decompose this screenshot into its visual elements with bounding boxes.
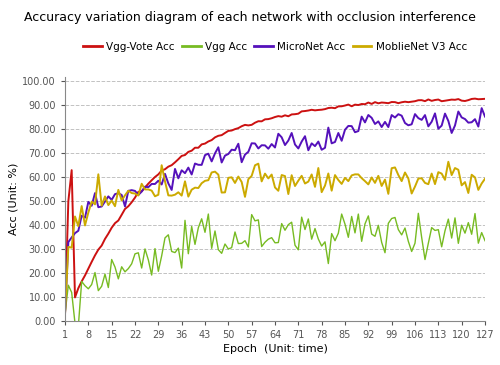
Legend: Vgg-Vote Acc, Vgg Acc, MicroNet Acc, MoblieNet V3 Acc: Vgg-Vote Acc, Vgg Acc, MicroNet Acc, Mob… [83, 42, 467, 52]
Vgg-Vote Acc [312, 108, 318, 112]
Vgg-Vote Acc [472, 96, 478, 101]
MicroNet Acc [62, 312, 68, 316]
Vgg-Vote Acc [452, 97, 458, 102]
MicroNet Acc [482, 114, 488, 119]
Vgg-Vote Acc [416, 98, 422, 103]
Vgg Acc [62, 312, 68, 316]
Vgg Acc [458, 223, 464, 227]
Line: Vgg Acc: Vgg Acc [65, 213, 485, 326]
MicroNet Acc [416, 116, 422, 120]
MicroNet Acc [452, 123, 458, 128]
Vgg-Vote Acc [482, 97, 488, 101]
MoblieNet V3 Acc [456, 168, 462, 172]
MicroNet Acc [478, 106, 484, 110]
MoblieNet V3 Acc [306, 180, 312, 184]
MicroNet Acc [328, 141, 334, 146]
MoblieNet V3 Acc [446, 160, 452, 164]
Vgg Acc [482, 238, 488, 243]
Vgg-Vote Acc [328, 105, 334, 110]
MoblieNet V3 Acc [82, 223, 88, 228]
Vgg Acc [76, 324, 82, 328]
MicroNet Acc [306, 148, 312, 153]
Vgg-Vote Acc [62, 312, 68, 316]
Vgg Acc [422, 257, 428, 262]
MicroNet Acc [312, 144, 318, 148]
MicroNet Acc [82, 216, 88, 220]
Text: Accuracy variation diagram of each network with occlusion interference: Accuracy variation diagram of each netwo… [24, 11, 476, 24]
Vgg Acc [308, 237, 314, 241]
Line: MoblieNet V3 Acc: MoblieNet V3 Acc [65, 162, 485, 314]
Vgg Acc [332, 238, 338, 243]
Vgg Acc [316, 237, 322, 241]
MoblieNet V3 Acc [62, 312, 68, 316]
Vgg Acc [416, 211, 422, 215]
Vgg-Vote Acc [306, 108, 312, 113]
Line: Vgg-Vote Acc: Vgg-Vote Acc [65, 99, 485, 314]
X-axis label: Epoch  (Unit: time): Epoch (Unit: time) [222, 345, 328, 354]
MoblieNet V3 Acc [416, 176, 422, 181]
Vgg-Vote Acc [82, 273, 88, 278]
MoblieNet V3 Acc [312, 185, 318, 189]
MoblieNet V3 Acc [482, 177, 488, 181]
MoblieNet V3 Acc [328, 188, 334, 193]
Vgg Acc [86, 287, 91, 291]
Line: MicroNet Acc: MicroNet Acc [65, 108, 485, 314]
Y-axis label: Acc (Unit: %): Acc (Unit: %) [8, 163, 18, 235]
